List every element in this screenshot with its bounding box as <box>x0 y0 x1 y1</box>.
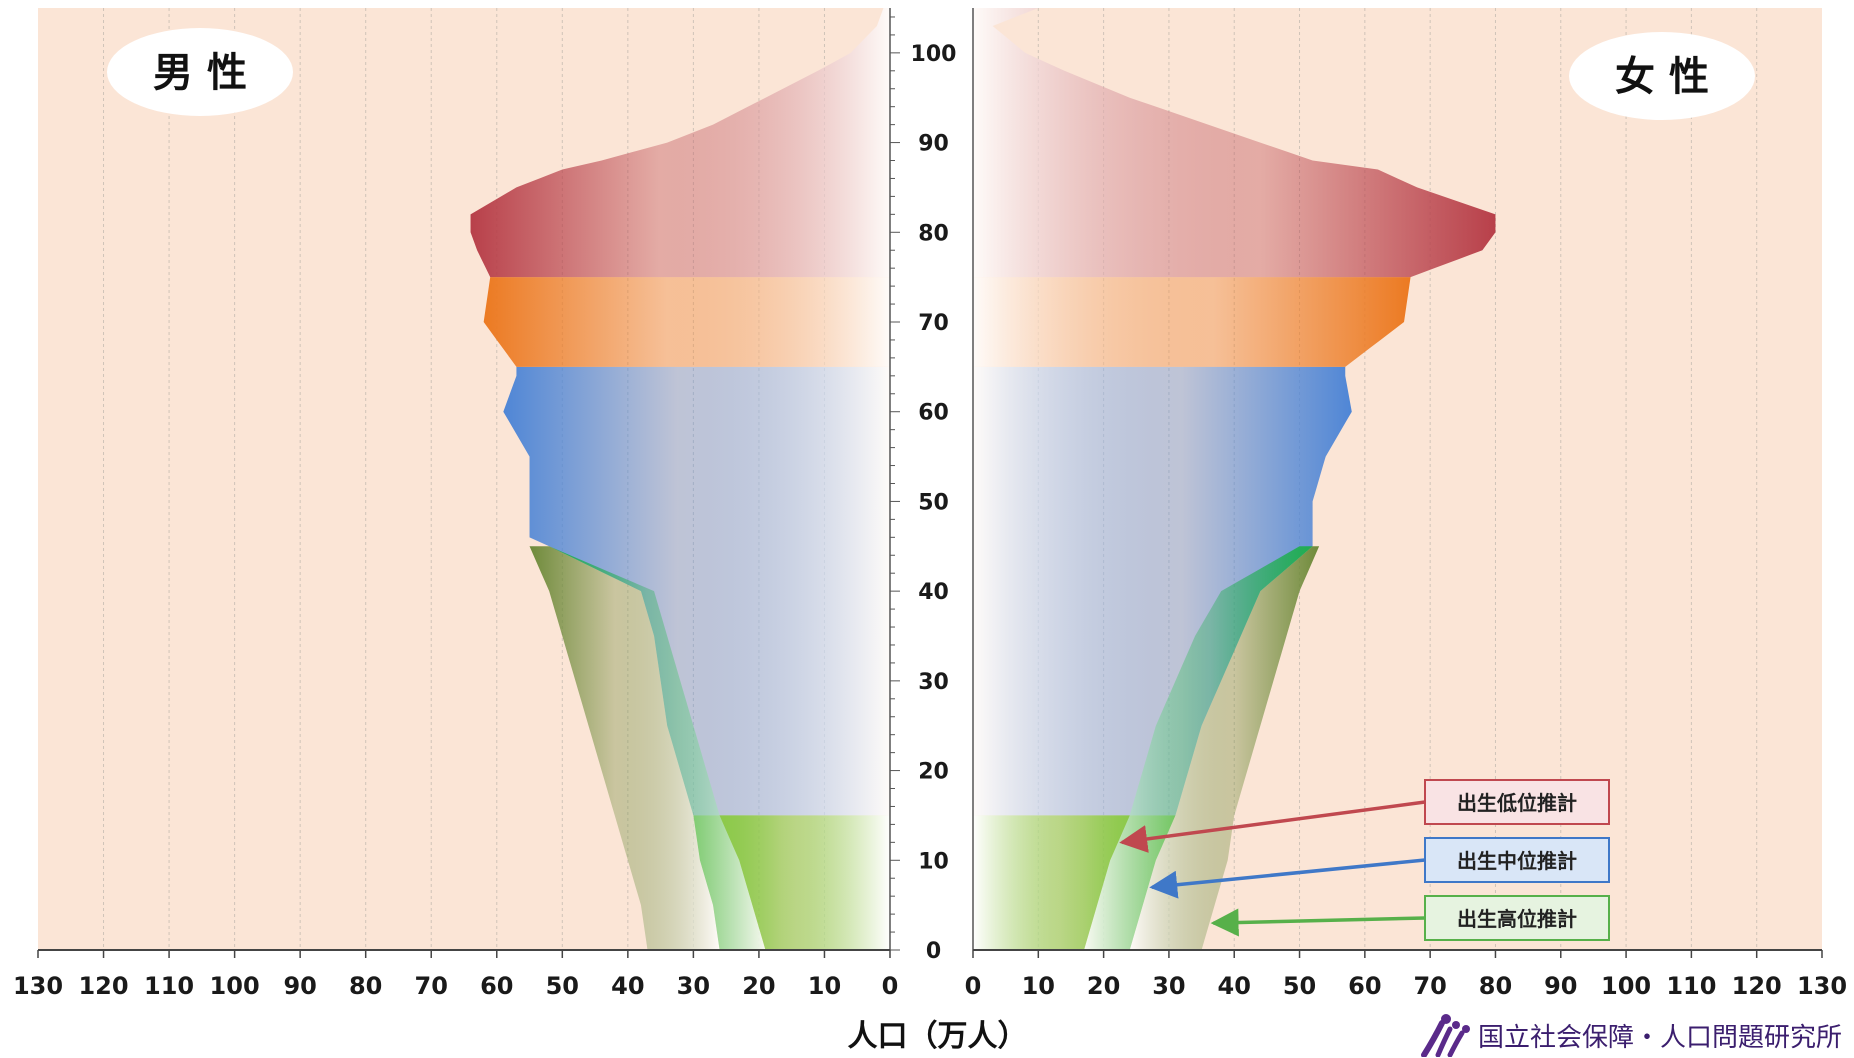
legend-box <box>1424 837 1610 883</box>
female-x-tick-label: 80 <box>1479 972 1512 1000</box>
female-x-tick-label: 100 <box>1601 972 1651 1000</box>
male-x-tick-label: 90 <box>283 972 316 1000</box>
male-band-65-74 <box>483 277 890 367</box>
female-x-tick-label: 120 <box>1732 972 1782 1000</box>
male-x-tick-label: 50 <box>546 972 579 1000</box>
female-x-tick-label: 10 <box>1022 972 1055 1000</box>
x-axis-title: 人口（万人） <box>848 1019 1028 1054</box>
female-band-75+ <box>973 8 1496 278</box>
institute-logo-icon <box>1421 1014 1470 1057</box>
age-tick-label: 50 <box>918 490 949 515</box>
male-x-tick-label: 60 <box>480 972 513 1000</box>
age-tick-label: 60 <box>918 401 949 426</box>
age-tick-label: 70 <box>918 311 949 336</box>
male-label-bubble <box>107 28 293 116</box>
male-x-tick-label: 130 <box>13 972 63 1000</box>
female-band-15-64 <box>973 366 1352 816</box>
brand: 国立社会保障・人口問題研究所 <box>1420 1012 1842 1058</box>
legend-box <box>1424 895 1610 941</box>
legend-label: 出生高位推計 <box>1457 907 1577 931</box>
male-label: 男 性 <box>153 50 247 96</box>
female-x-tick-label: 50 <box>1283 972 1316 1000</box>
female-variant-high <box>1129 546 1320 950</box>
male-x-tick-label: 10 <box>808 972 841 1000</box>
female-x-tick-label: 60 <box>1348 972 1381 1000</box>
female-label: 女 性 <box>1615 54 1709 100</box>
male-variant-low <box>719 815 890 950</box>
male-x-tick-label: 80 <box>349 972 382 1000</box>
female-x-tick-label: 90 <box>1544 972 1577 1000</box>
female-variant-low <box>973 815 1130 950</box>
legend-label: 出生低位推計 <box>1457 791 1577 815</box>
male-x-tick-label: 120 <box>78 972 128 1000</box>
male-x-tick-label: 70 <box>415 972 448 1000</box>
age-tick-label: 20 <box>918 760 949 785</box>
male-x-tick-label: 100 <box>210 972 260 1000</box>
male-x-tick-label: 20 <box>742 972 775 1000</box>
age-tick-label: 30 <box>918 670 949 695</box>
legend-label: 出生中位推計 <box>1457 849 1577 873</box>
female-label-bubble <box>1569 32 1755 120</box>
male-x-tick-label: 0 <box>882 972 899 1000</box>
age-tick-label: 0 <box>926 939 941 964</box>
female-x-tick-label: 130 <box>1797 972 1847 1000</box>
age-tick-label: 10 <box>918 849 949 874</box>
male-x-tick-label: 110 <box>144 972 194 1000</box>
age-tick-label: 90 <box>918 132 949 157</box>
brand-text: 国立社会保障・人口問題研究所 <box>1478 1022 1843 1053</box>
male-band-15-64 <box>503 366 890 816</box>
legend-arrow <box>1210 908 1426 937</box>
male-variant-medium <box>549 546 766 950</box>
female-x-tick-label: 30 <box>1152 972 1185 1000</box>
age-tick-label: 40 <box>918 580 949 605</box>
female-x-tick-label: 110 <box>1666 972 1716 1000</box>
male-x-tick-label: 30 <box>677 972 710 1000</box>
age-tick-label: 80 <box>918 221 949 246</box>
female-x-tick-label: 40 <box>1218 972 1251 1000</box>
legend-box <box>1424 779 1610 825</box>
female-x-tick-label: 20 <box>1087 972 1120 1000</box>
legend-arrow <box>1149 858 1426 899</box>
age-tick-label: 100 <box>911 42 957 67</box>
male-x-tick-label: 40 <box>611 972 644 1000</box>
female-band-65-74 <box>973 277 1411 367</box>
female-x-tick-label: 0 <box>965 972 982 1000</box>
male-band-75+ <box>470 8 890 278</box>
female-x-tick-label: 70 <box>1413 972 1446 1000</box>
legend-arrow <box>1119 800 1426 853</box>
male-variant-high <box>529 546 720 950</box>
